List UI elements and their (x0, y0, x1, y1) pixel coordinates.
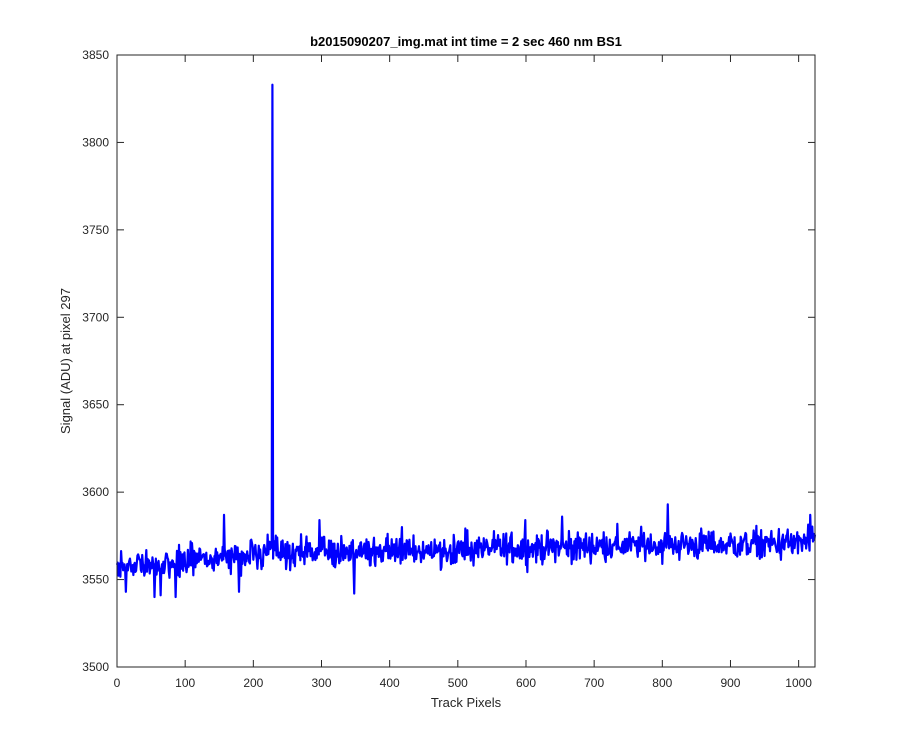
y-axis-label: Signal (ADU) at pixel 297 (58, 288, 73, 434)
x-tick-label: 700 (584, 676, 604, 690)
x-tick-label: 600 (516, 676, 536, 690)
x-tick-label: 100 (175, 676, 195, 690)
x-tick-label: 400 (380, 676, 400, 690)
signal-series-line (115, 83, 817, 599)
y-tick-label: 3550 (82, 573, 109, 587)
x-tick-label: 300 (311, 676, 331, 690)
y-tick-label: 3850 (82, 48, 109, 62)
y-tick-label: 3600 (82, 485, 109, 499)
x-axis-label: Track Pixels (431, 695, 502, 710)
ticks-layer: 0 100 200 300 400 500 600 700 800 900 1000 3500 3550… (82, 48, 815, 690)
axes-box (116, 54, 816, 668)
x-tick-label: 200 (243, 676, 263, 690)
series-layer (115, 83, 817, 599)
y-tick-label: 3650 (82, 398, 109, 412)
chart-title: b2015090207_img.mat int time = 2 sec 460… (310, 34, 622, 49)
y-tick-label: 3750 (82, 223, 109, 237)
x-tick-label: 800 (652, 676, 672, 690)
plot-background (117, 55, 815, 667)
x-tick-label: 900 (720, 676, 740, 690)
y-tick-label: 3500 (82, 660, 109, 674)
x-tick-label: 0 (114, 676, 121, 690)
x-tick-label: 1000 (785, 676, 812, 690)
y-tick-label: 3700 (82, 310, 109, 324)
y-tick-label: 3800 (82, 135, 109, 149)
x-tick-label: 500 (448, 676, 468, 690)
